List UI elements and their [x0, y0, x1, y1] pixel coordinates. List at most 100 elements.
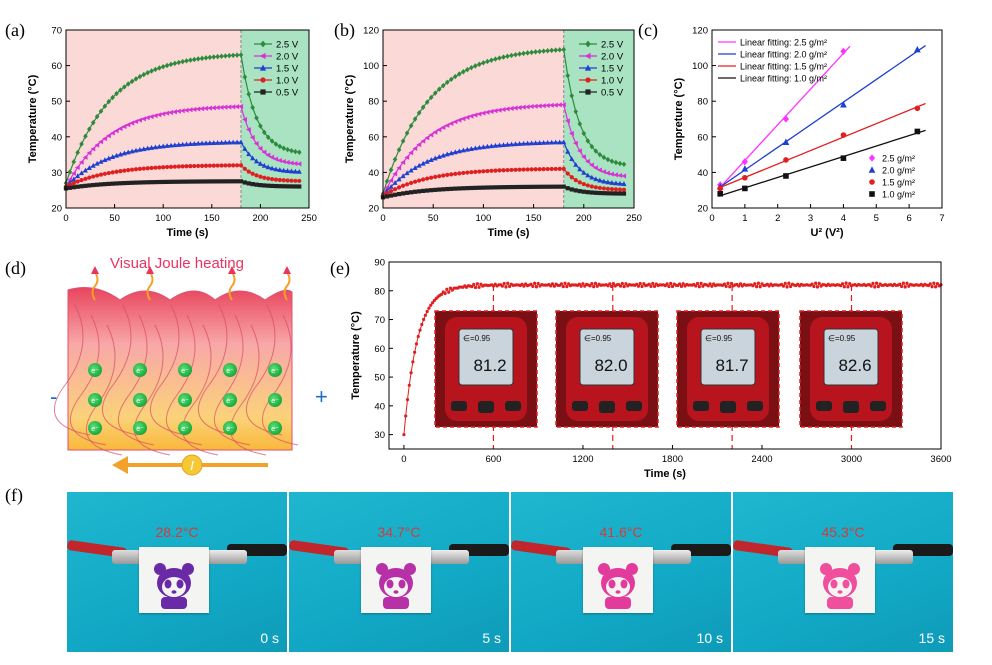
fit-legend-label: Linear fitting: 2.0 g/m²: [740, 50, 827, 60]
data-point: [532, 103, 538, 109]
fiber-strand: [70, 314, 107, 446]
panel-label-a: (a): [5, 20, 25, 40]
data-point: [180, 179, 185, 184]
data-point: [613, 180, 619, 186]
data-point: [812, 284, 816, 289]
data-point: [579, 284, 583, 288]
data-point: [129, 180, 135, 185]
data-point: [242, 74, 248, 80]
data-point: [565, 148, 571, 154]
panda-paper: [139, 547, 209, 613]
y-tick-label: 50: [51, 97, 62, 108]
data-point: [605, 186, 610, 191]
fit-line: [718, 129, 926, 197]
data-point: [281, 184, 286, 189]
data-point: [679, 284, 684, 288]
panda-eye: [830, 579, 838, 589]
data-point: [636, 284, 641, 288]
data-point: [289, 184, 294, 189]
data-point: [388, 189, 394, 194]
data-point: [477, 285, 481, 289]
data-point: [475, 282, 479, 286]
data-point: [651, 281, 655, 286]
data-point: [176, 108, 181, 114]
data-point: [593, 185, 598, 190]
x-axis-label: Time (s): [167, 227, 209, 239]
data-point: [497, 168, 502, 173]
panel-label-e: (e): [330, 258, 350, 278]
data-point: [176, 142, 182, 147]
panda-eye: [842, 579, 850, 589]
data-point: [149, 68, 154, 74]
data-point: [605, 191, 610, 196]
data-point: [502, 281, 506, 286]
data-point: [501, 54, 506, 60]
data-point: [842, 285, 846, 289]
data-point: [95, 173, 100, 178]
data-point: [496, 107, 502, 113]
data-point: [521, 184, 526, 190]
data-point: [289, 148, 294, 154]
data-point: [549, 184, 554, 189]
data-point: [741, 165, 749, 172]
legend-marker: [260, 40, 266, 48]
data-point: [404, 170, 410, 176]
data-point: [160, 63, 166, 70]
data-point: [285, 184, 290, 189]
data-point: [461, 186, 466, 191]
data-point: [529, 140, 535, 146]
legend-marker: [869, 179, 875, 185]
data-point: [250, 155, 256, 161]
data-point: [489, 168, 494, 173]
data-point: [424, 158, 430, 164]
data-point: [257, 145, 263, 151]
data-point: [94, 113, 100, 120]
data-point: [537, 167, 542, 172]
data-point: [699, 281, 703, 285]
data-point: [144, 115, 150, 121]
data-point: [416, 334, 420, 339]
data-point: [492, 142, 498, 148]
data-point: [176, 179, 181, 184]
data-point: [581, 282, 585, 286]
data-point: [493, 56, 498, 62]
x-tick-label: 0: [709, 213, 714, 224]
data-point: [137, 117, 142, 123]
data-point: [83, 183, 88, 188]
data-point: [404, 154, 410, 160]
data-point: [249, 135, 255, 141]
data-point: [787, 281, 791, 285]
data-point: [537, 140, 543, 145]
data-point: [222, 139, 228, 145]
data-point: [172, 179, 177, 184]
data-point: [118, 181, 123, 186]
data-point: [565, 171, 570, 176]
button-icon: [626, 401, 642, 411]
data-point: [553, 166, 558, 172]
data-point: [392, 171, 398, 177]
data-point: [781, 284, 786, 288]
y-tick-label: 20: [697, 204, 708, 215]
data-point: [468, 146, 474, 151]
data-point: [203, 140, 209, 146]
data-point: [621, 191, 627, 196]
fit-legend-label: Linear fitting: 2.5 g/m²: [740, 38, 827, 48]
data-point: [783, 173, 789, 179]
data-point: [137, 166, 142, 172]
data-point: [533, 167, 538, 172]
data-point: [82, 167, 88, 173]
data-point: [392, 180, 398, 185]
panda-ear: [376, 563, 388, 575]
data-point: [581, 130, 587, 137]
chart-c: 0 1 2 3 4 5 6 7 20 40 60 80 100 120 U² (V²) Tempreture …: [673, 26, 945, 240]
data-point: [273, 141, 279, 147]
data-point: [449, 172, 454, 177]
joule-heating-schematic: Visual Joule heating e⁻e⁻e⁻e⁻e⁻e⁻e⁻e⁻e⁻e…: [50, 255, 328, 476]
button-icon: [720, 401, 736, 413]
data-point: [481, 185, 486, 190]
data-point: [425, 309, 429, 314]
emissivity-readout: ∈=0.95: [828, 334, 856, 343]
x-tick-label: 1: [742, 213, 747, 224]
data-point: [266, 183, 271, 188]
data-point: [281, 167, 287, 173]
